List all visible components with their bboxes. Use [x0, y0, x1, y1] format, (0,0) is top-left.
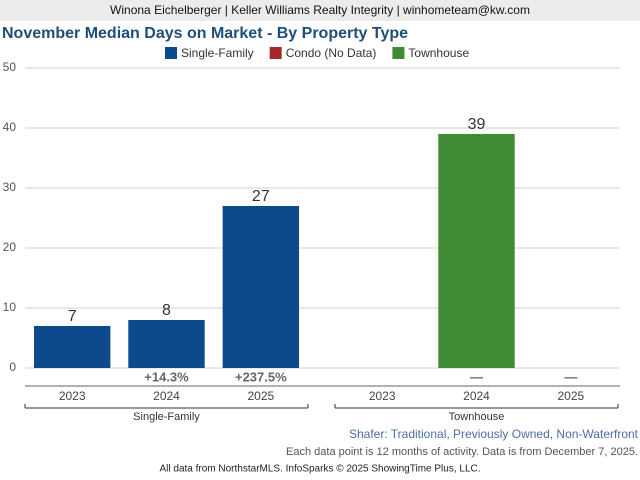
legend-label: Townhouse — [408, 46, 469, 60]
y-tick-label: 50 — [3, 60, 17, 74]
value-label: 39 — [468, 116, 486, 133]
change-label: — — [564, 369, 577, 384]
y-tick-label: 0 — [9, 360, 16, 374]
x-tick-label: 2025 — [247, 389, 274, 403]
group-label: Townhouse — [449, 411, 505, 423]
bar — [438, 134, 515, 368]
subtitle: Shafer: Traditional, Previously Owned, N… — [349, 427, 639, 441]
y-tick-label: 30 — [3, 180, 17, 194]
source: All data from NorthstarMLS. InfoSparks ©… — [159, 464, 480, 475]
change-label: — — [470, 369, 483, 384]
x-tick-label: 2023 — [59, 389, 86, 403]
note: Each data point is 12 months of activity… — [286, 446, 638, 458]
legend-label: Single-Family — [181, 46, 254, 60]
value-label: 8 — [162, 302, 171, 319]
legend-label: Condo (No Data) — [286, 46, 377, 60]
x-tick-label: 2025 — [557, 389, 584, 403]
value-label: 27 — [252, 188, 270, 205]
value-label: 7 — [68, 308, 77, 325]
bar — [33, 326, 111, 368]
y-tick-label: 10 — [3, 300, 17, 314]
legend-swatch — [269, 47, 282, 59]
legend-swatch — [165, 47, 177, 59]
chart-title: November Median Days on Market - By Prop… — [2, 25, 408, 42]
change-label: +237.5% — [235, 369, 287, 384]
header-bar — [0, 0, 640, 21]
header: Winona Eichelberger | Keller Williams Re… — [110, 3, 530, 17]
group-label: Single-Family — [133, 411, 200, 423]
y-tick-label: 20 — [3, 240, 17, 254]
x-tick-label: 2023 — [369, 389, 396, 403]
x-tick-label: 2024 — [153, 389, 180, 403]
bar — [222, 206, 300, 368]
legend-swatch — [392, 47, 405, 59]
x-tick-label: 2024 — [463, 389, 490, 403]
bar — [128, 320, 205, 368]
change-label: +14.3% — [144, 369, 189, 384]
y-tick-label: 40 — [3, 120, 17, 134]
